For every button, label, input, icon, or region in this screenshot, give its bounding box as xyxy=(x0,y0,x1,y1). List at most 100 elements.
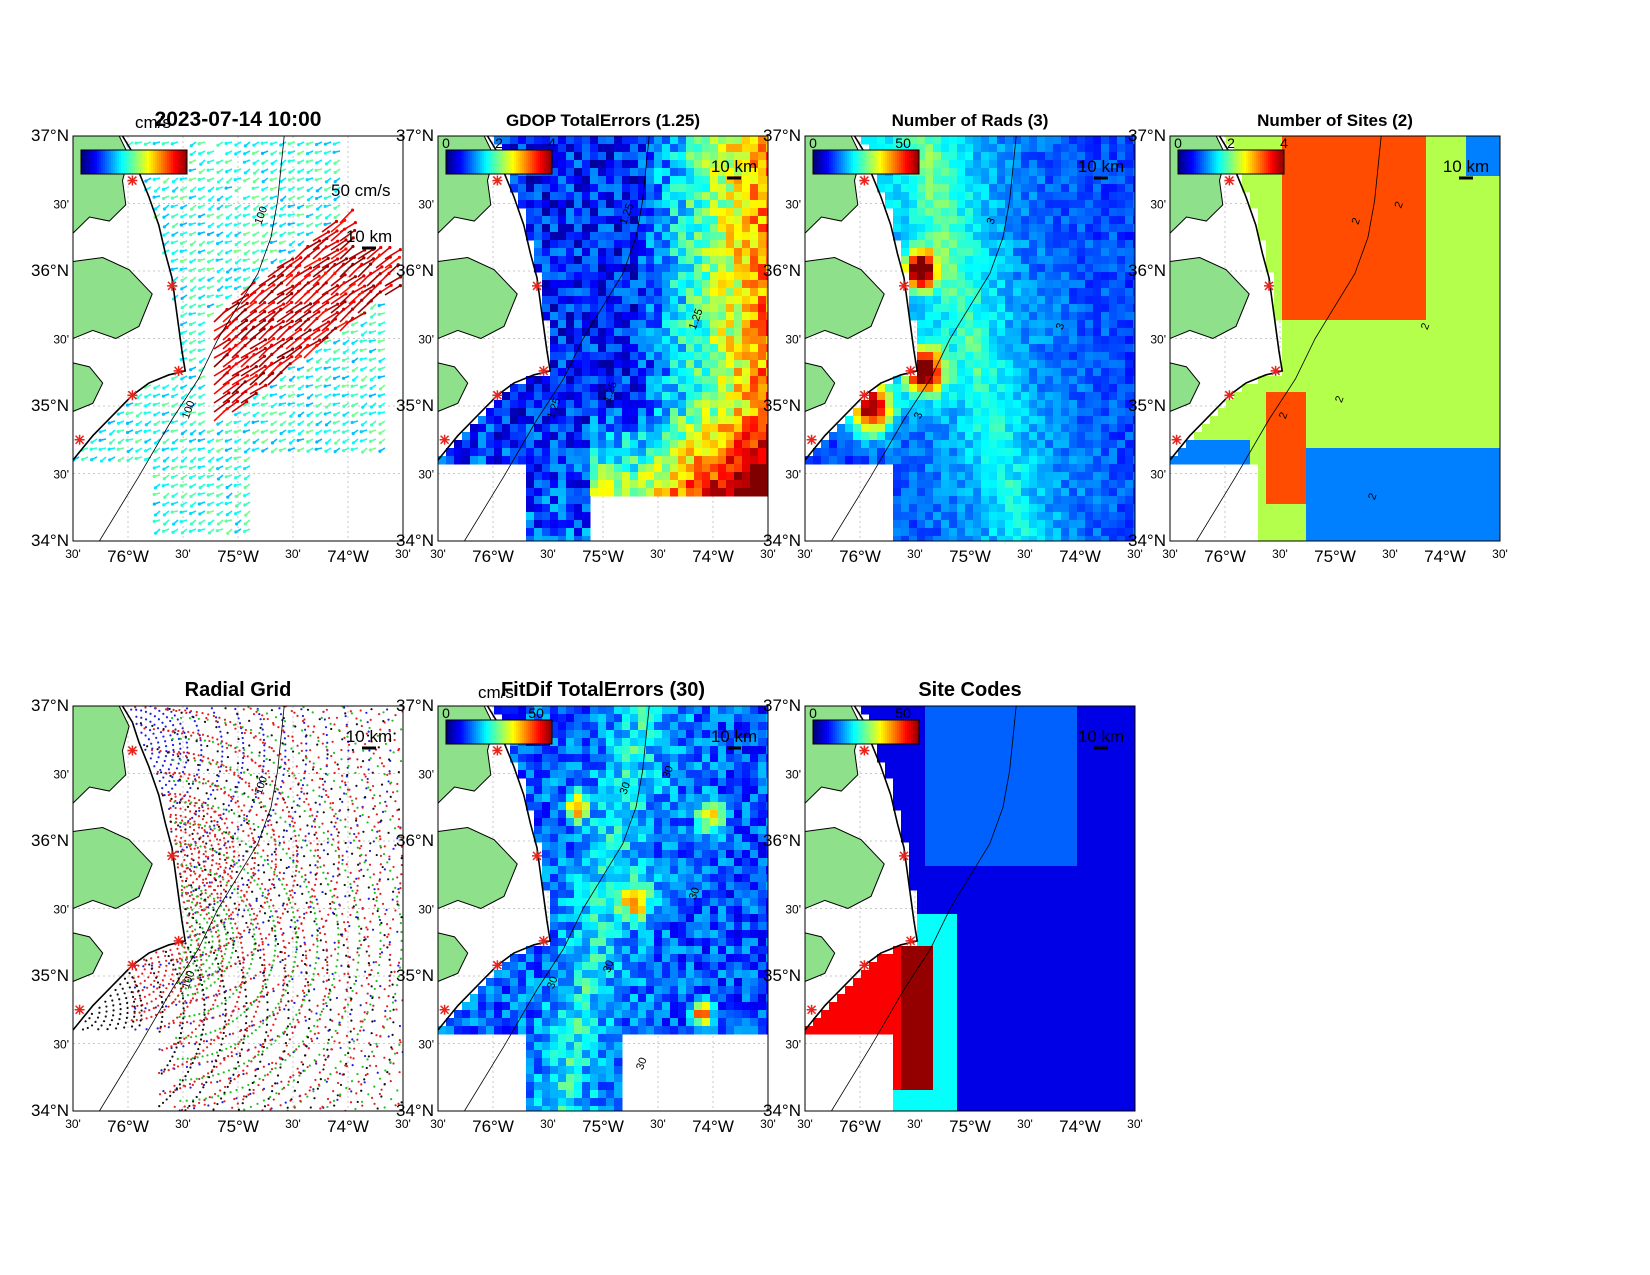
vector xyxy=(267,274,283,287)
colorbar-tick-label: 2 xyxy=(495,135,503,151)
colorbar-tick-label: 50 xyxy=(895,705,911,721)
colorbar-tick-label: 0 xyxy=(442,135,450,151)
lat-tick-label: 30' xyxy=(418,468,434,482)
vector xyxy=(321,258,338,269)
vector xyxy=(285,264,301,278)
lon-tick-label: 30' xyxy=(1017,547,1033,561)
vector xyxy=(267,308,282,323)
vector xyxy=(213,348,231,359)
radar-site-marker xyxy=(859,745,870,756)
land-mass xyxy=(1170,362,1201,412)
vector xyxy=(321,311,338,323)
land-mass xyxy=(805,256,885,340)
lon-tick-label: 30' xyxy=(650,1117,666,1131)
vector xyxy=(231,345,246,359)
colorbar-tick-label: 0 xyxy=(1174,135,1182,151)
lat-tick-label: 30' xyxy=(785,468,801,482)
vector xyxy=(222,391,238,404)
lon-tick-label: 74°W xyxy=(692,1117,734,1136)
vector xyxy=(276,264,292,278)
radar-site-marker xyxy=(538,365,549,376)
vector xyxy=(249,355,265,368)
lon-tick-label: 30' xyxy=(797,547,813,561)
map-frame xyxy=(1169,135,1501,542)
contour-label: 2 xyxy=(1350,216,1363,226)
vector xyxy=(258,362,273,377)
land-mass xyxy=(438,932,469,982)
contour-label: 30 xyxy=(601,959,616,975)
vector xyxy=(249,339,266,350)
colorbar-tick-label: 0 xyxy=(442,705,450,721)
lon-tick-label: 74°W xyxy=(692,547,734,566)
vector xyxy=(222,336,237,350)
radial-points xyxy=(81,706,403,1111)
vector xyxy=(339,237,354,251)
vector xyxy=(240,348,257,359)
panel-title: FitDif TotalErrors (30) xyxy=(501,679,705,701)
lon-tick-label: 30' xyxy=(285,547,301,561)
panel-title: Number of Sites (2) xyxy=(1257,111,1413,130)
lat-tick-label: 36°N xyxy=(763,261,801,280)
lon-tick-label: 30' xyxy=(760,547,776,561)
vector xyxy=(231,381,246,395)
vector xyxy=(249,328,265,341)
lon-tick-label: 30' xyxy=(540,547,556,561)
vector xyxy=(258,318,274,332)
lat-tick-label: 34°N xyxy=(396,531,434,550)
lat-tick-label: 35°N xyxy=(396,396,434,415)
colorbar: 0 2 4 xyxy=(442,135,556,175)
coastline xyxy=(805,706,919,1031)
lon-tick-label: 74°W xyxy=(327,547,369,566)
map-panel-sitecodes: 37°N30'36°N30'35°N30'34°N30' 76°W 30' 75°W 3… xyxy=(763,679,1143,1136)
radar-site-marker xyxy=(74,434,85,445)
lon-tick-label: 75°W xyxy=(1314,547,1356,566)
vector xyxy=(285,302,302,314)
panel-title: GDOP TotalErrors (1.25) xyxy=(506,111,700,130)
vector xyxy=(276,285,294,296)
vector xyxy=(357,248,374,260)
vector xyxy=(240,326,255,341)
scale-bar-label: 10 km xyxy=(711,157,757,176)
radar-site-marker xyxy=(806,1004,817,1015)
vector xyxy=(321,230,338,242)
lon-tick-label: 30' xyxy=(907,1117,923,1131)
radar-site-marker xyxy=(859,390,870,401)
radar-site-marker xyxy=(905,935,916,946)
vector xyxy=(231,374,248,386)
panel-title: Radial Grid xyxy=(185,679,292,701)
isobath-contour xyxy=(831,136,1017,541)
contour-label: 3 xyxy=(985,216,998,226)
colorbar-tick-label: 50 xyxy=(528,705,544,721)
map-frame xyxy=(437,135,769,542)
lon-tick-label: 75°W xyxy=(217,547,259,566)
coastline xyxy=(805,136,919,461)
lat-tick-label: 36°N xyxy=(31,831,69,850)
lon-tick-label: 75°W xyxy=(949,547,991,566)
lon-tick-label: 30' xyxy=(175,547,191,561)
vector xyxy=(231,390,247,404)
radar-site-marker xyxy=(492,960,503,971)
radar-site-marker xyxy=(127,175,138,186)
colorbar: 0 50 cm/s xyxy=(442,683,553,745)
vector xyxy=(267,293,284,305)
vector xyxy=(213,326,228,341)
isobath-contour xyxy=(99,136,285,541)
colorbar: 0 50 xyxy=(809,135,920,175)
vector xyxy=(294,344,309,359)
lat-tick-label: 35°N xyxy=(31,396,69,415)
isobath-contour xyxy=(1196,136,1382,541)
radar-site-marker xyxy=(439,1004,450,1015)
radar-site-marker xyxy=(1224,175,1235,186)
vector xyxy=(267,362,282,377)
lat-tick-label: 30' xyxy=(418,333,434,347)
lon-tick-label: 30' xyxy=(1162,547,1178,561)
colorbar: 0 2 4 xyxy=(1174,135,1288,175)
radar-site-marker xyxy=(1224,390,1235,401)
lat-tick-label: 35°N xyxy=(1128,396,1166,415)
vector xyxy=(357,263,372,278)
vector xyxy=(312,292,328,305)
vector xyxy=(276,292,293,305)
scale-bar-label: 10 km xyxy=(346,727,392,746)
vector xyxy=(276,348,294,359)
